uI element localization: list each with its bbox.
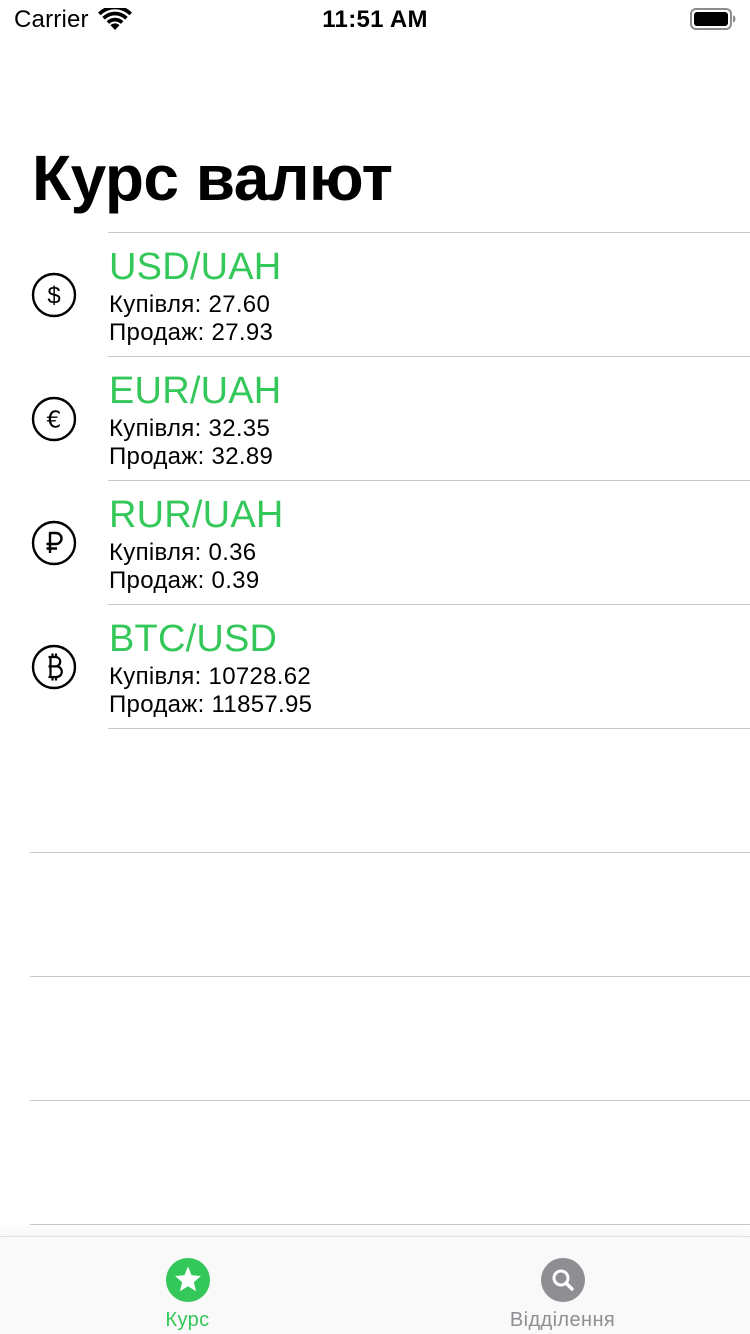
search-icon xyxy=(540,1257,586,1303)
status-bar: Carrier 11:51 AM xyxy=(0,0,750,40)
rate-row-rur[interactable]: RUR/UAH Купівля: 0.36 Продаж: 0.39 xyxy=(0,481,750,604)
sell-rate: Продаж: 32.89 xyxy=(109,443,274,470)
divider xyxy=(108,604,750,605)
divider xyxy=(108,728,750,729)
tab-label: Відділення xyxy=(509,1309,616,1331)
tab-branches[interactable]: Відділення xyxy=(375,1237,750,1334)
rate-row-btc[interactable]: BTC/USD Купівля: 10728.62 Продаж: 11857.… xyxy=(0,605,750,728)
tab-bar: Курс Відділення xyxy=(0,1236,750,1334)
euro-icon: € xyxy=(31,396,77,442)
currency-pair: USD/UAH xyxy=(109,246,282,288)
sell-rate: Продаж: 0.39 xyxy=(109,567,260,594)
battery-icon xyxy=(690,8,736,30)
divider xyxy=(30,852,750,853)
buy-rate: Купівля: 27.60 xyxy=(109,291,271,318)
rates-list: $ USD/UAH Купівля: 27.60 Продаж: 27.93 €… xyxy=(0,232,750,1225)
svg-text:€: € xyxy=(47,408,62,434)
star-icon xyxy=(165,1257,211,1303)
sell-rate: Продаж: 27.93 xyxy=(109,319,274,346)
currency-pair: RUR/UAH xyxy=(109,494,284,536)
divider xyxy=(30,1100,750,1101)
divider xyxy=(30,1224,750,1225)
svg-text:$: $ xyxy=(47,283,60,310)
currency-pair: EUR/UAH xyxy=(109,370,282,412)
currency-pair: BTC/USD xyxy=(109,618,278,660)
buy-rate: Купівля: 0.36 xyxy=(109,539,257,566)
divider xyxy=(108,232,750,233)
page-title: Курс валют xyxy=(32,142,393,214)
divider xyxy=(30,976,750,977)
rate-row-usd[interactable]: $ USD/UAH Купівля: 27.60 Продаж: 27.93 xyxy=(0,233,750,356)
sell-rate: Продаж: 11857.95 xyxy=(109,691,313,718)
carrier-label: Carrier xyxy=(14,6,89,33)
rate-row-eur[interactable]: € EUR/UAH Купівля: 32.35 Продаж: 32.89 xyxy=(0,357,750,480)
ruble-icon xyxy=(31,520,77,566)
clock: 11:51 AM xyxy=(322,6,428,33)
wifi-icon xyxy=(98,5,132,32)
tab-kurs[interactable]: Курс xyxy=(0,1237,375,1334)
empty-row xyxy=(0,729,750,852)
empty-row xyxy=(0,977,750,1100)
buy-rate: Купівля: 32.35 xyxy=(109,415,271,442)
divider xyxy=(108,480,750,481)
empty-row xyxy=(0,1101,750,1224)
tab-label: Курс xyxy=(165,1309,210,1331)
empty-row xyxy=(0,853,750,976)
dollar-icon: $ xyxy=(31,272,77,318)
divider xyxy=(108,356,750,357)
bitcoin-icon xyxy=(31,644,77,690)
buy-rate: Купівля: 10728.62 xyxy=(109,663,312,690)
